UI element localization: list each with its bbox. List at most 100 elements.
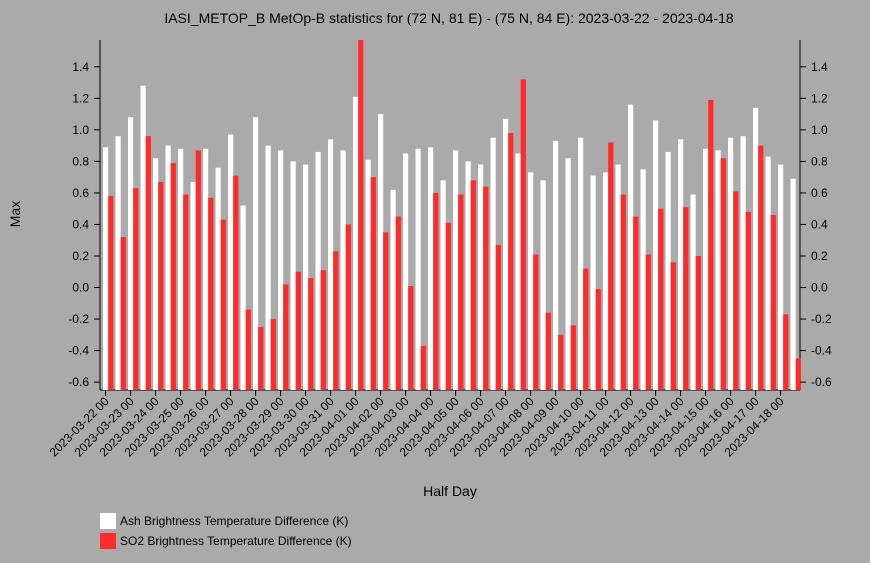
ash-bar bbox=[715, 150, 721, 390]
so2-bar bbox=[408, 285, 414, 390]
ash-bar bbox=[128, 117, 134, 390]
so2-bar bbox=[758, 145, 764, 390]
so2-bar bbox=[170, 162, 176, 390]
so2-bar bbox=[558, 334, 564, 390]
so2-bar bbox=[470, 180, 476, 390]
ash-bar bbox=[665, 151, 671, 390]
so2-bar bbox=[395, 216, 401, 390]
so2-bar bbox=[545, 312, 551, 390]
so2-bar bbox=[420, 345, 426, 390]
so2-bar bbox=[670, 262, 676, 390]
y-tick-label-left: 0.8 bbox=[72, 154, 89, 168]
y-tick-label-left: -0.2 bbox=[68, 312, 89, 326]
legend-item-so2: SO2 Brightness Temperature Difference (K… bbox=[100, 531, 352, 551]
chart-title: IASI_METOP_B MetOp-B statistics for (72 … bbox=[164, 10, 734, 26]
ash-bar bbox=[690, 194, 696, 390]
ash-bar bbox=[503, 118, 509, 390]
ash-bar bbox=[403, 153, 409, 390]
ash-bar bbox=[603, 172, 609, 390]
ash-bar bbox=[478, 164, 484, 390]
ash-bar bbox=[253, 117, 259, 390]
so2-bar bbox=[183, 194, 189, 390]
y-tick-label-left: -0.6 bbox=[68, 375, 89, 389]
ash-bar bbox=[153, 158, 159, 390]
so2-bar bbox=[308, 278, 314, 390]
so2-bar bbox=[520, 79, 526, 390]
so2-bar bbox=[620, 194, 626, 390]
ash-bar bbox=[778, 164, 784, 390]
so2-bar bbox=[433, 192, 439, 390]
y-tick-label-right: 0.6 bbox=[811, 186, 828, 200]
ash-bar bbox=[328, 139, 334, 390]
so2-bar bbox=[158, 181, 164, 390]
so2-bar bbox=[695, 255, 701, 390]
y-tick-label-left: 1.4 bbox=[72, 60, 89, 74]
so2-bar bbox=[295, 271, 301, 390]
ash-bar bbox=[453, 150, 459, 390]
y-tick-label-right: -0.2 bbox=[811, 312, 832, 326]
y-tick-label-left: 0.6 bbox=[72, 186, 89, 200]
y-tick-label-left: 1.0 bbox=[72, 123, 89, 137]
so2-bar bbox=[108, 196, 114, 390]
ash-bar bbox=[165, 145, 171, 390]
ash-bar bbox=[240, 205, 246, 390]
y-tick-label-right: 0.4 bbox=[811, 217, 828, 231]
so2-bar bbox=[370, 177, 376, 390]
ash-bar bbox=[765, 156, 771, 390]
legend: Ash Brightness Temperature Difference (K… bbox=[100, 511, 352, 551]
x-axis-label: Half Day bbox=[423, 483, 477, 499]
so2-bar bbox=[570, 325, 576, 390]
y-tick-label-left: -0.4 bbox=[68, 344, 89, 358]
ash-bar bbox=[290, 161, 296, 390]
so2-bar bbox=[383, 232, 389, 390]
y-tick-label-left: 1.2 bbox=[72, 91, 89, 105]
ash-bar bbox=[490, 137, 496, 390]
ash-bar bbox=[228, 134, 234, 390]
y-tick-label-left: 0.0 bbox=[72, 281, 89, 295]
ash-bar bbox=[640, 169, 646, 390]
ash-bar bbox=[415, 148, 421, 390]
legend-label-so2: SO2 Brightness Temperature Difference (K… bbox=[120, 534, 352, 548]
ash-bar bbox=[140, 85, 146, 390]
y-tick-label-right: 1.0 bbox=[811, 123, 828, 137]
y-tick-label-right: -0.6 bbox=[811, 375, 832, 389]
so2-bar bbox=[733, 191, 739, 390]
ash-bar bbox=[578, 137, 584, 390]
so2-bar bbox=[658, 208, 664, 390]
so2-bar bbox=[683, 207, 689, 390]
so2-bar bbox=[133, 188, 139, 390]
ash-bar bbox=[790, 178, 796, 390]
so2-bar bbox=[795, 358, 801, 390]
ash-bar bbox=[653, 120, 659, 390]
ash-bar bbox=[365, 159, 371, 390]
ash-bar bbox=[103, 147, 109, 390]
ash-bar bbox=[678, 139, 684, 390]
ash-bar bbox=[553, 140, 559, 390]
so2-bar bbox=[445, 222, 451, 390]
ash-bar bbox=[628, 104, 634, 390]
so2-bar bbox=[258, 326, 264, 390]
so2-bar bbox=[508, 133, 514, 390]
y-axis-label: Max bbox=[7, 201, 23, 227]
ash-bar bbox=[615, 164, 621, 390]
ash-bar bbox=[265, 145, 271, 390]
legend-swatch-ash bbox=[100, 513, 116, 529]
so2-bar bbox=[145, 136, 151, 390]
so2-bar bbox=[208, 197, 214, 390]
ash-bar bbox=[190, 181, 196, 390]
so2-bar bbox=[120, 237, 126, 390]
ash-bar bbox=[378, 114, 384, 390]
y-tick-label-right: 0.8 bbox=[811, 154, 828, 168]
y-tick-label-right: 1.2 bbox=[811, 91, 828, 105]
so2-bar bbox=[770, 215, 776, 390]
ash-bar bbox=[353, 96, 359, 390]
bars-group bbox=[103, 40, 801, 390]
so2-bar bbox=[195, 150, 201, 390]
ash-bar bbox=[315, 151, 321, 390]
so2-bar bbox=[483, 186, 489, 390]
ash-bar bbox=[753, 107, 759, 390]
ash-bar bbox=[390, 189, 396, 390]
so2-bar bbox=[345, 224, 351, 390]
